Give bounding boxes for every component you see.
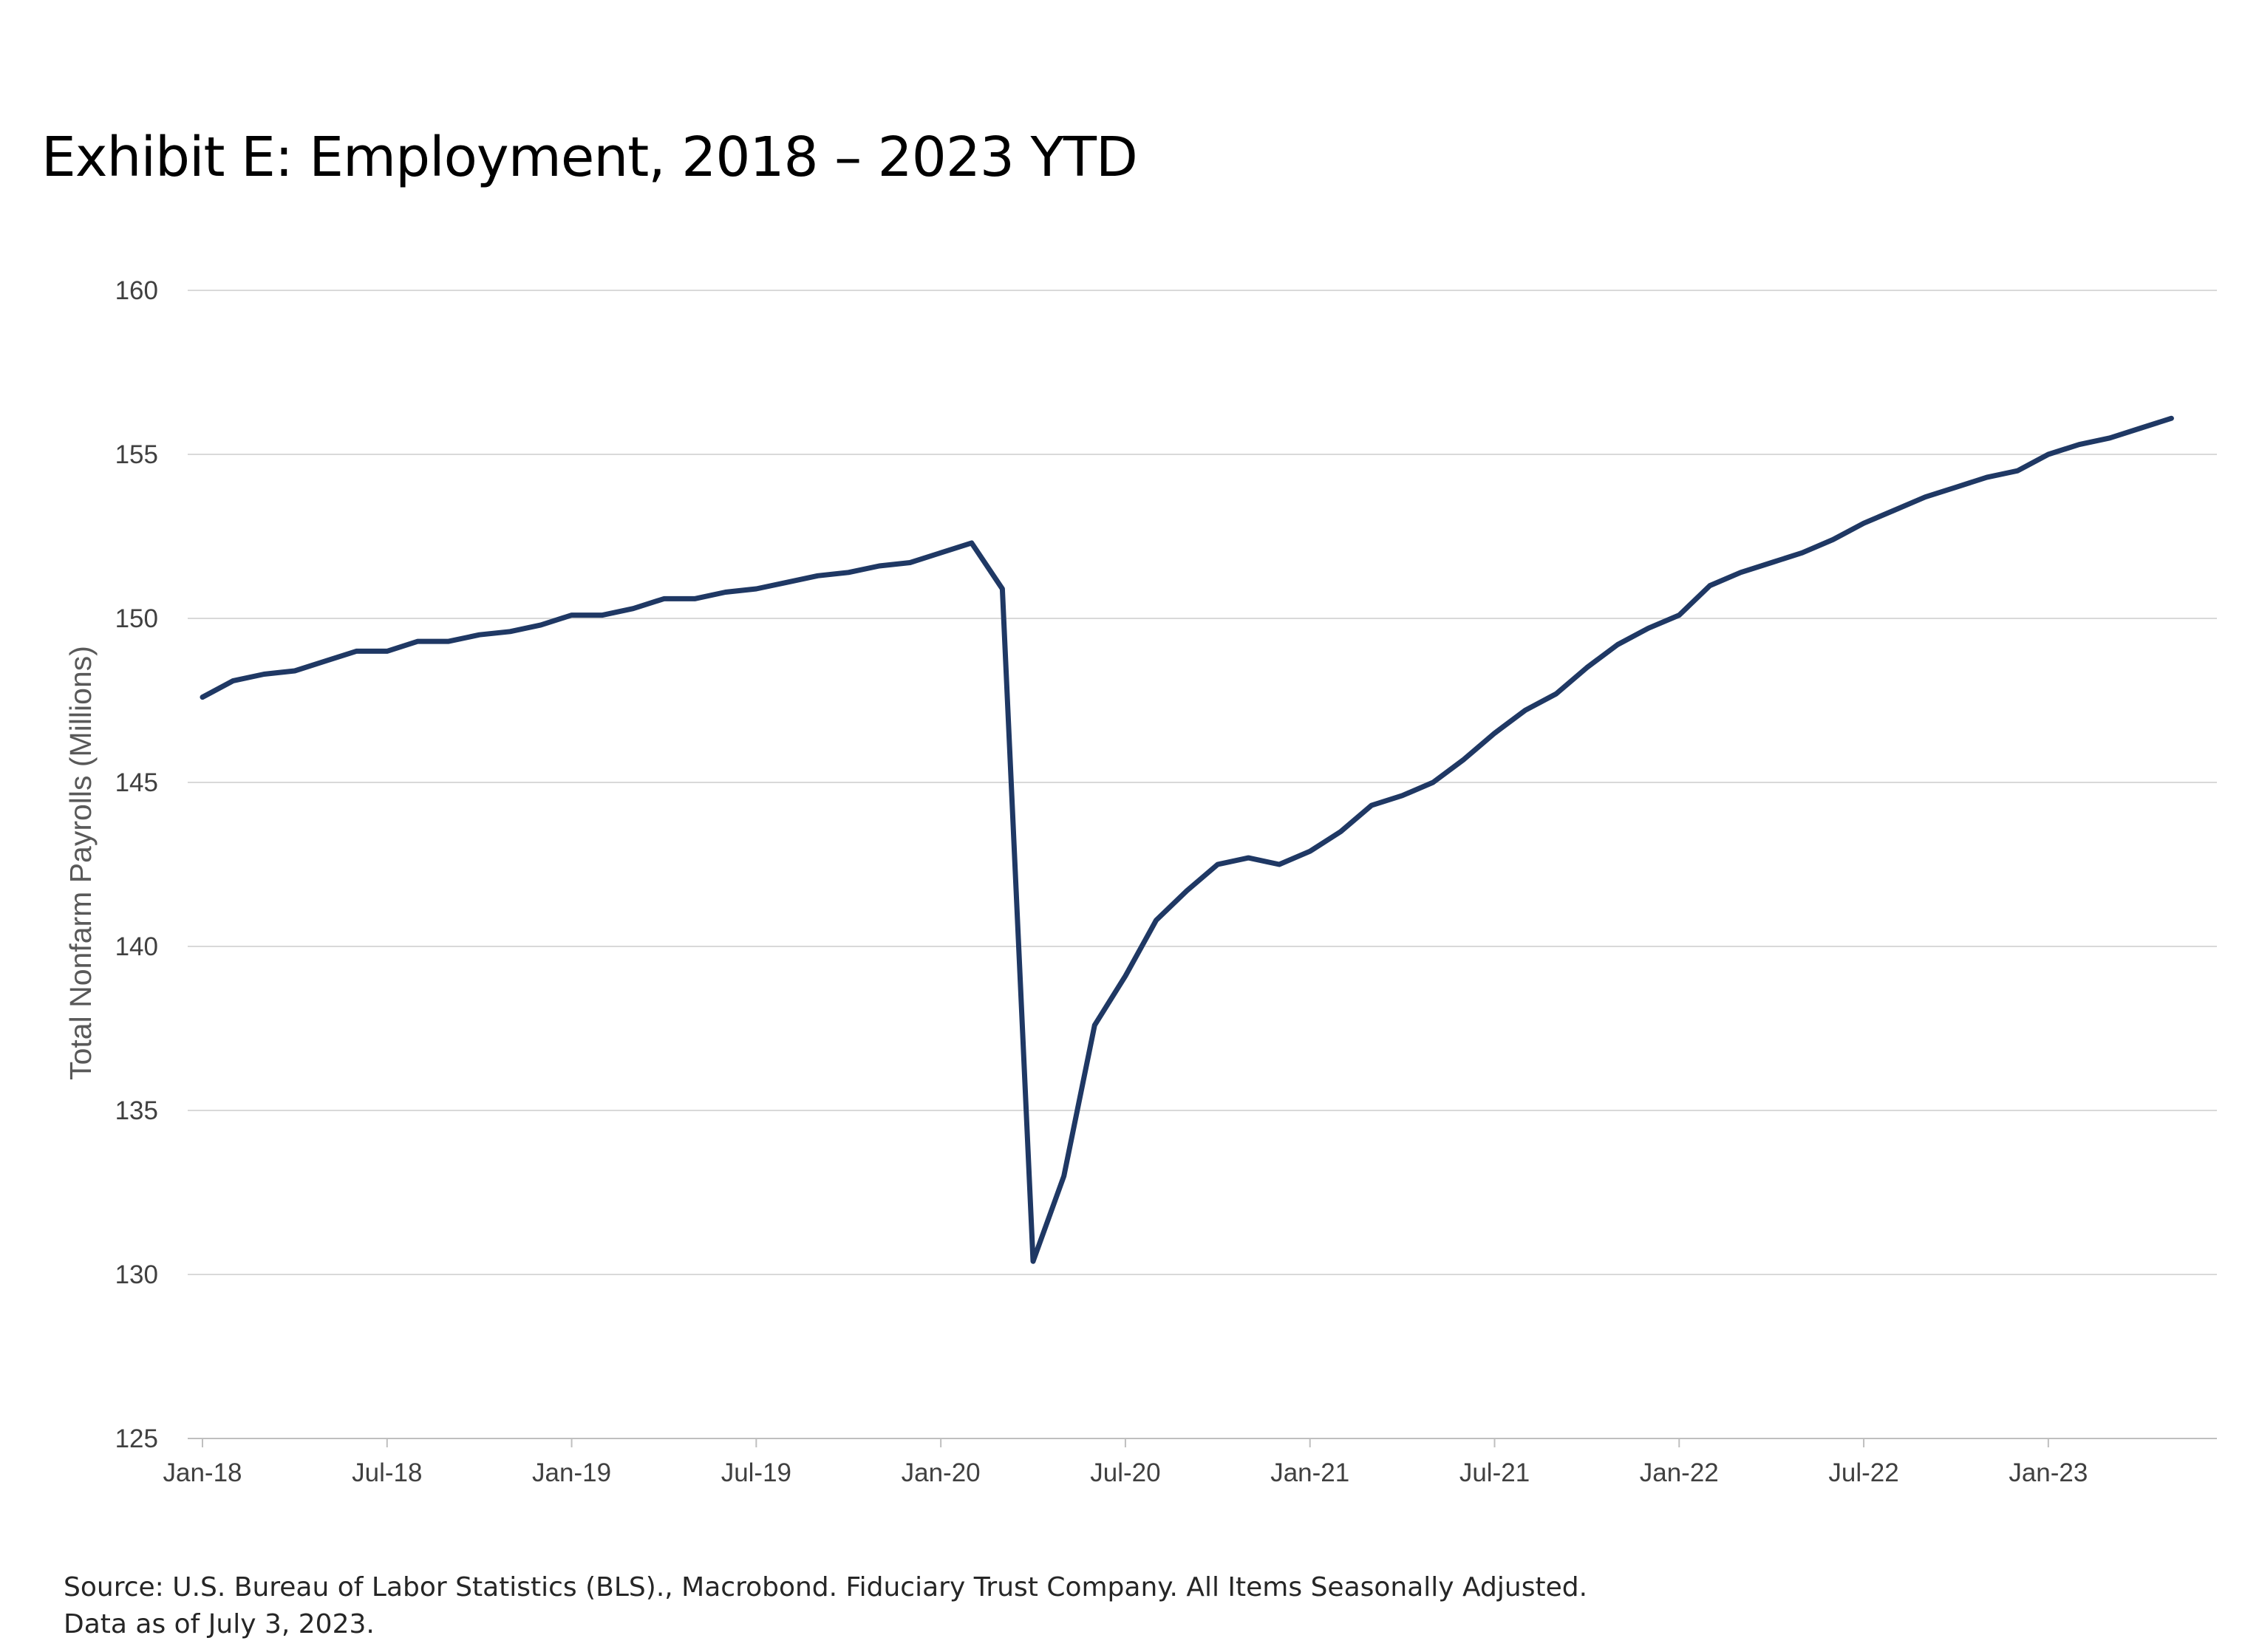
x-tick-label: Jan-20	[902, 1458, 981, 1487]
y-tick-label: 145	[115, 768, 158, 797]
gridlines	[188, 290, 2217, 1275]
y-tick-label: 135	[115, 1096, 158, 1125]
y-tick-label: 160	[115, 276, 158, 305]
x-tick-label: Jan-18	[163, 1458, 242, 1487]
x-tick-label: Jul-22	[1828, 1458, 1898, 1487]
x-tick-label: Jul-20	[1090, 1458, 1160, 1487]
x-tick-label: Jul-19	[721, 1458, 791, 1487]
x-tick-label: Jan-23	[2009, 1458, 2088, 1487]
y-axis-label: Total Nonfarm Payrolls (Millions)	[64, 646, 98, 1080]
x-tick-label: Jul-18	[352, 1458, 422, 1487]
y-tick-label: 140	[115, 932, 158, 961]
y-tick-label: 130	[115, 1260, 158, 1289]
y-tick-label: 150	[115, 604, 158, 633]
x-tick-label: Jul-21	[1459, 1458, 1530, 1487]
payrolls-series-line	[200, 415, 2174, 1264]
y-tick-label: 155	[115, 440, 158, 469]
source-note: Source: U.S. Bureau of Labor Statistics …	[64, 1572, 1588, 1602]
x-axis-ticks: Jan-18 Jul-18 Jan-19 Jul-19 Jan-20 Jul-20 Jan-…	[163, 1438, 2088, 1487]
chart-title: Exhibit E: Employment, 2018 – 2023 YTD	[41, 126, 1138, 189]
series-layer	[200, 415, 2174, 1264]
y-tick-label: 125	[115, 1424, 158, 1453]
x-tick-label: Jan-21	[1270, 1458, 1349, 1487]
y-axis-ticks: 125 130 135 140 145 150 155 160	[115, 276, 158, 1453]
x-tick-label: Jan-22	[1640, 1458, 1719, 1487]
data-date-note: Data as of July 3, 2023.	[64, 1609, 375, 1639]
x-tick-label: Jan-19	[532, 1458, 611, 1487]
